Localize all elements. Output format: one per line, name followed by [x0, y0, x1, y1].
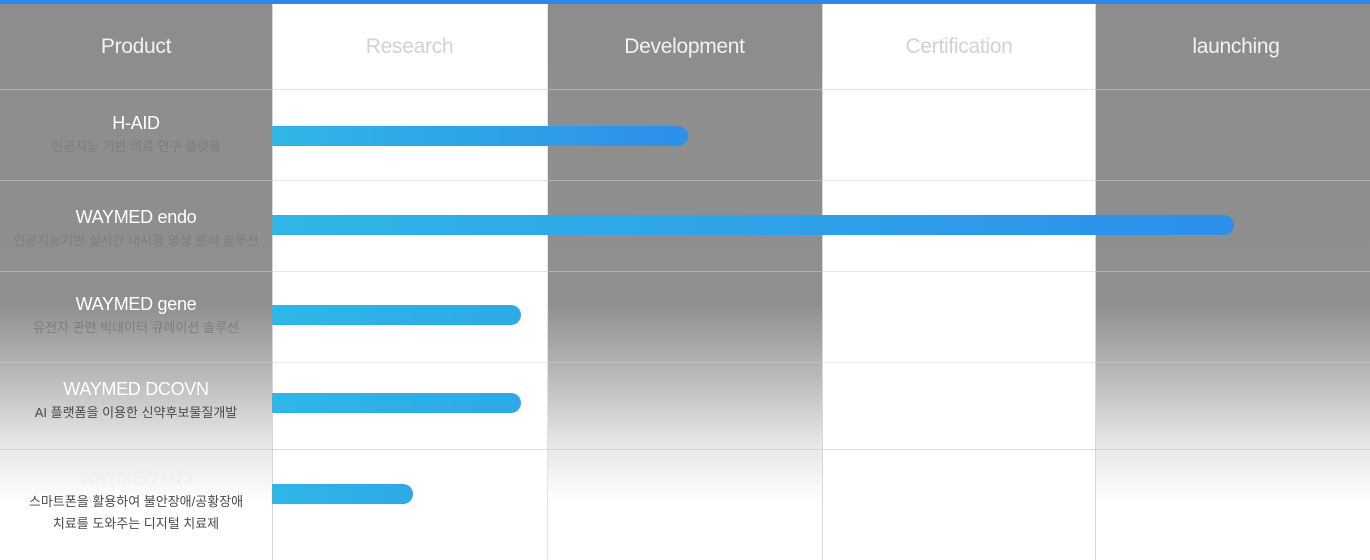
row-divider: [0, 271, 1370, 272]
progress-bar-waymed-endo: [272, 215, 1234, 235]
product-name: WAYMED DCOVN: [63, 379, 209, 399]
product-name: WAYMED endo: [75, 207, 197, 227]
launching-column: [1096, 4, 1370, 560]
product-row-h-aid: H-AID 인공지능 기반 의료 연구 플랫폼: [0, 113, 272, 158]
certification-column: [822, 4, 1096, 560]
row-divider: [0, 362, 1370, 363]
row-divider: [0, 89, 1370, 90]
top-accent-bar: [0, 0, 1370, 4]
product-description: 인공지능기반 실시간 내시경 영상 분석 솔루션: [13, 233, 259, 248]
product-description: 유전자 관련 빅데이터 큐레이션 솔루션: [33, 320, 239, 335]
product-row-waymed-dtx: WAYMED DTx 스마트폰을 활용하여 불안장애/공황장애 치료를 도와주는…: [0, 468, 272, 535]
header-product: Product: [100, 35, 172, 58]
product-description-line-2: 치료를 도와주는 디지털 치료제: [52, 516, 220, 531]
progress-bar-waymed-dcovn: [272, 393, 521, 413]
product-description: AI 플랫폼을 이용한 신약후보물질개발: [34, 405, 238, 420]
product-row-waymed-dcovn: WAYMED DCOVN AI 플랫폼을 이용한 신약후보물질개발: [0, 379, 272, 424]
header-certification: Certification: [905, 35, 1013, 58]
product-description: 스마트폰을 활용하여 불안장애/공황장애: [28, 494, 244, 509]
product-column: [0, 4, 272, 560]
product-row-waymed-endo: WAYMED endo 인공지능기반 실시간 내시경 영상 분석 솔루션: [0, 207, 272, 252]
progress-bar-h-aid: [272, 126, 688, 146]
product-description: 인공지능 기반 의료 연구 플랫폼: [51, 139, 221, 154]
product-name: H-AID: [112, 113, 160, 133]
header-launching: launching: [1192, 35, 1280, 58]
development-column: [547, 4, 822, 560]
research-column: [272, 4, 547, 560]
progress-bar-waymed-gene: [272, 305, 521, 325]
product-name: WAYMED gene: [75, 294, 197, 314]
progress-bar-waymed-dtx: [272, 484, 413, 504]
row-divider: [0, 449, 1370, 450]
product-name: WAYMED DTx: [79, 468, 193, 488]
product-row-waymed-gene: WAYMED gene 유전자 관련 빅데이터 큐레이션 솔루션: [0, 294, 272, 339]
row-divider: [0, 180, 1370, 181]
header-research: Research: [365, 35, 454, 58]
header-development: Development: [624, 35, 745, 58]
